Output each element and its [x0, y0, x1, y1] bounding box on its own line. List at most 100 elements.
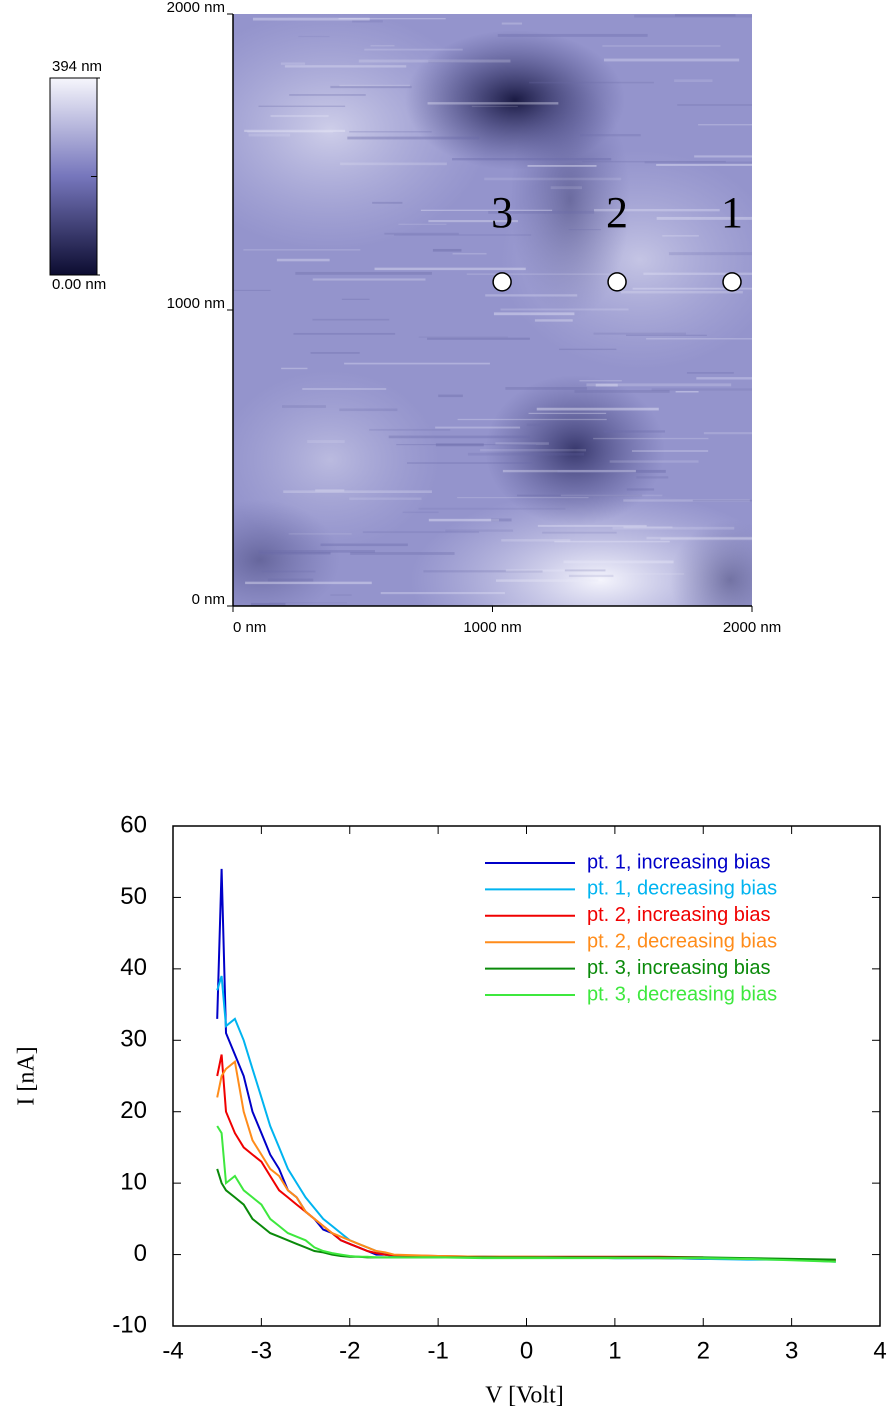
streak: [634, 14, 752, 18]
streak: [280, 62, 306, 65]
streak: [620, 291, 743, 294]
y-tick-label: 30: [120, 1026, 147, 1053]
point-label: 1: [721, 188, 743, 237]
x-tick-label: 1000 nm: [463, 619, 521, 636]
streak: [362, 531, 480, 534]
streak: [542, 531, 617, 534]
streak: [593, 332, 686, 335]
streak: [586, 573, 685, 575]
x-tick-label: 2000 nm: [723, 619, 781, 636]
x-tick-label: 0: [520, 1337, 533, 1364]
streak: [609, 460, 699, 463]
streak: [428, 60, 470, 64]
streak: [350, 552, 455, 555]
x-tick-label: -1: [427, 1337, 448, 1364]
streak: [396, 444, 536, 446]
streak: [593, 208, 720, 212]
streak: [457, 497, 589, 499]
x-tick-label: -4: [162, 1337, 183, 1364]
streak: [244, 129, 346, 132]
streak: [248, 133, 291, 137]
streak: [261, 570, 316, 573]
streak: [372, 201, 403, 204]
streak: [488, 210, 595, 214]
streak: [495, 442, 549, 445]
streak: [636, 476, 669, 479]
streak: [626, 488, 655, 491]
measure-point: [492, 272, 512, 292]
streak: [623, 526, 673, 529]
streak: [312, 278, 426, 281]
streak: [698, 124, 752, 126]
streak: [402, 511, 439, 514]
streak: [560, 494, 663, 497]
point-label: 2: [606, 188, 628, 237]
streak: [644, 161, 752, 164]
streak: [435, 426, 521, 429]
y-tick-label: 2000 nm: [167, 0, 225, 16]
streak: [550, 186, 582, 190]
streak: [529, 81, 654, 84]
streak: [384, 232, 459, 235]
legend-label: pt. 1, decreasing bias: [587, 878, 777, 900]
y-tick-label: 20: [120, 1097, 147, 1124]
streak: [593, 437, 709, 440]
streak: [467, 452, 585, 456]
streak: [502, 469, 636, 473]
streak: [339, 408, 398, 412]
streak: [563, 560, 674, 564]
streak: [418, 507, 566, 510]
streak: [284, 65, 407, 68]
streak: [283, 490, 432, 494]
y-tick-label: 60: [120, 811, 147, 838]
x-tick-label: -2: [339, 1337, 360, 1364]
streak: [612, 526, 735, 530]
streak: [427, 102, 559, 105]
streak: [674, 14, 736, 17]
streak: [289, 94, 366, 96]
x-axis-label: V [Volt]: [485, 1383, 563, 1409]
streak: [243, 249, 361, 251]
streak: [526, 423, 548, 427]
streak: [369, 428, 451, 431]
streak: [505, 569, 571, 572]
streak: [536, 407, 659, 411]
streak: [312, 318, 390, 321]
streak: [662, 235, 699, 237]
measure-point: [607, 272, 627, 292]
streak: [406, 462, 533, 464]
streak: [586, 383, 732, 387]
streak: [320, 543, 408, 547]
measure-point: [722, 272, 742, 292]
streak: [582, 160, 726, 163]
streak: [696, 377, 752, 380]
streak: [694, 155, 752, 158]
x-tick-label: 0 nm: [233, 619, 266, 636]
streak: [559, 348, 617, 351]
streak: [438, 394, 463, 398]
streak: [497, 33, 648, 37]
legend-label: pt. 2, decreasing bias: [587, 930, 777, 952]
streak: [276, 258, 330, 262]
streak: [595, 383, 618, 387]
streak: [574, 390, 670, 393]
x-tick-label: 1: [608, 1337, 621, 1364]
streak: [420, 209, 553, 211]
streak: [631, 450, 709, 452]
streak: [528, 412, 607, 414]
streak: [339, 84, 410, 87]
streak: [656, 163, 752, 166]
streak: [656, 216, 752, 220]
series-line: [216, 975, 836, 1263]
streak: [527, 164, 597, 167]
streak: [457, 418, 607, 421]
streak: [495, 579, 599, 582]
streak: [491, 518, 512, 522]
streak: [646, 338, 752, 340]
streak: [374, 267, 526, 271]
streak: [646, 536, 752, 540]
streak: [281, 367, 308, 370]
streak: [603, 58, 740, 62]
streak: [492, 603, 531, 606]
